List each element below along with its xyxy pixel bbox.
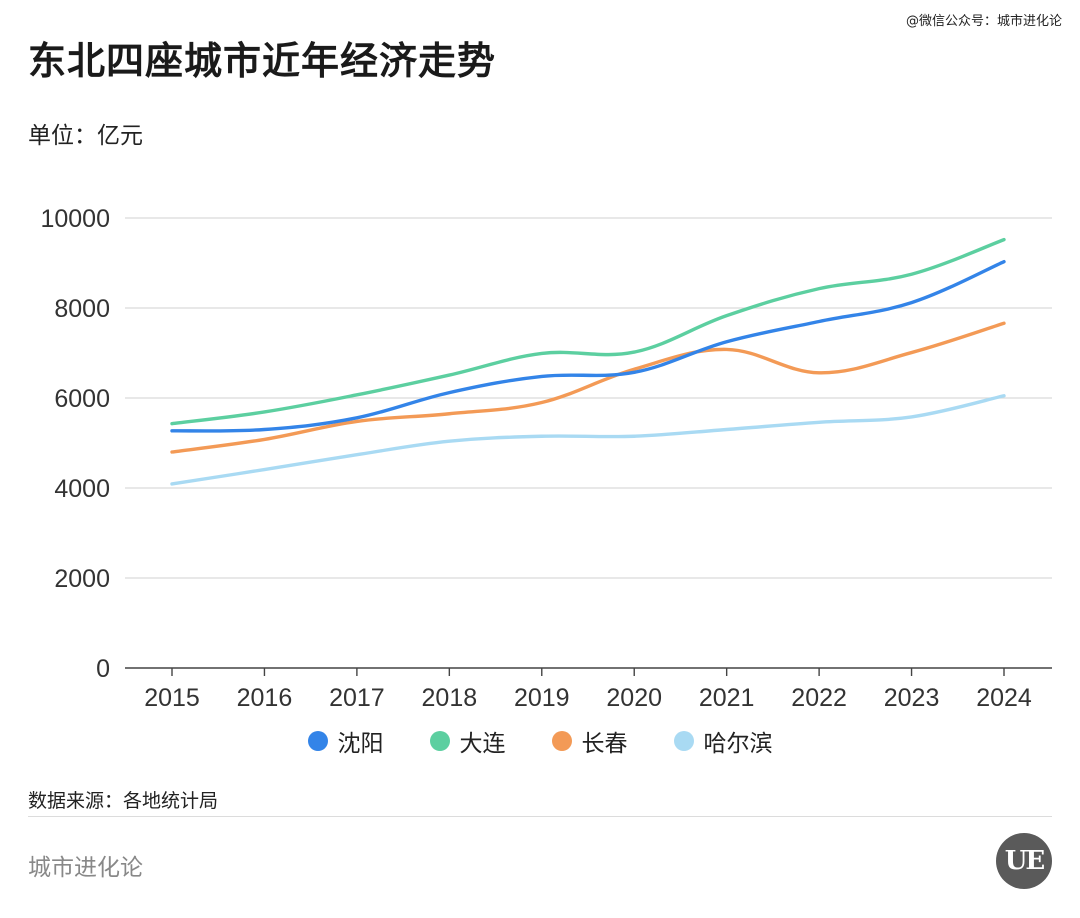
series-line-2 <box>170 321 1006 454</box>
gridlines <box>125 217 1052 579</box>
legend-item[interactable]: 沈阳 <box>307 724 384 758</box>
x-tick-label: 2021 <box>699 684 755 712</box>
legend-item[interactable]: 长春 <box>551 724 628 758</box>
axes: 0 2000 4000 6000 8000 10000 2015 2016 2017 2018 20… <box>40 205 1052 712</box>
legend-swatch <box>307 731 328 751</box>
y-tick-label: 8000 <box>54 295 110 323</box>
x-tick-label: 2018 <box>422 684 478 712</box>
legend: 沈阳 大连 长春 哈尔滨 <box>0 724 1080 758</box>
footer-divider <box>28 816 1052 817</box>
legend-label: 大连 <box>459 731 506 757</box>
brand-name: 城市进化论 <box>28 855 143 881</box>
x-tick-label: 2015 <box>144 684 200 712</box>
brand-logo: UE <box>996 833 1052 889</box>
legend-label: 长春 <box>581 731 628 757</box>
y-tick-label: 6000 <box>54 385 110 413</box>
x-tick-label: 2024 <box>976 684 1032 712</box>
x-tick-label: 2019 <box>514 684 570 712</box>
x-tick-label: 2022 <box>791 684 847 712</box>
data-source: 数据来源：各地统计局 <box>28 790 219 812</box>
y-tick-label: 4000 <box>54 475 110 503</box>
chart-title: 东北四座城市近年经济走势 <box>28 39 497 83</box>
x-tick-label: 2020 <box>606 684 662 712</box>
series-line-3 <box>170 394 1006 486</box>
y-axis-unit-label: 单位：亿元 <box>28 123 143 149</box>
x-tick-label: 2017 <box>329 684 385 712</box>
y-tick-label: 10000 <box>40 205 110 233</box>
series-line-1 <box>170 237 1006 426</box>
series-lines <box>170 237 1006 486</box>
y-tick-label: 0 <box>96 655 110 683</box>
y-tick-label: 2000 <box>54 565 110 593</box>
legend-item[interactable]: 哈尔滨 <box>673 724 773 758</box>
watermark-credit: @微信公众号：城市进化论 <box>905 14 1062 29</box>
legend-item[interactable]: 大连 <box>429 724 506 758</box>
legend-swatch <box>551 731 572 751</box>
legend-label: 哈尔滨 <box>703 731 773 757</box>
series-line-0 <box>170 259 1006 433</box>
legend-label: 沈阳 <box>337 731 384 757</box>
x-tick-label: 2016 <box>237 684 293 712</box>
legend-swatch <box>429 731 450 751</box>
legend-swatch <box>673 731 694 751</box>
x-tick-label: 2023 <box>884 684 940 712</box>
